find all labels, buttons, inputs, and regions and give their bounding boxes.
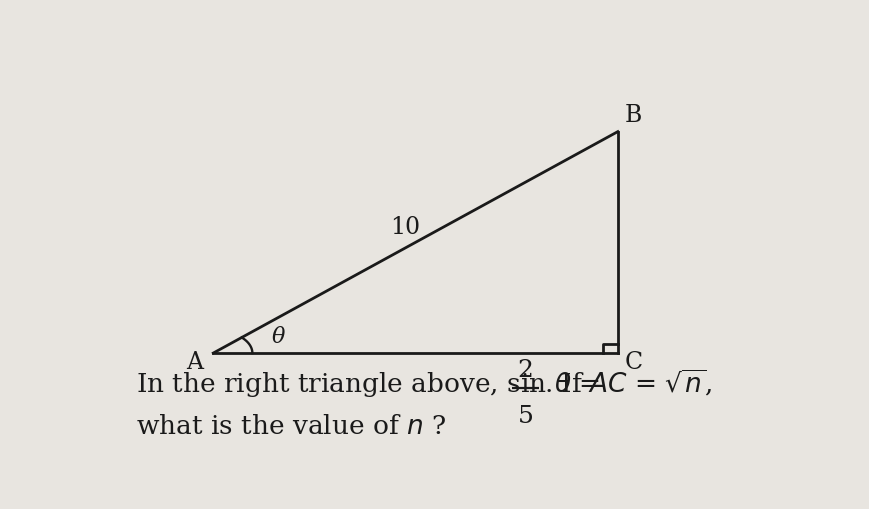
Text: B: B — [624, 104, 641, 127]
Text: A: A — [186, 351, 203, 374]
Text: In the right triangle above, sin $\theta$ =: In the right triangle above, sin $\theta… — [136, 370, 599, 399]
Text: 10: 10 — [390, 216, 420, 239]
Text: θ: θ — [272, 326, 285, 348]
Text: 5: 5 — [517, 405, 533, 428]
Text: C: C — [624, 351, 641, 374]
Text: what is the value of $n$ ?: what is the value of $n$ ? — [136, 414, 446, 439]
Text: . If $AC$ = $\sqrt{n}$,: . If $AC$ = $\sqrt{n}$, — [544, 367, 712, 398]
Text: 2: 2 — [517, 359, 533, 382]
